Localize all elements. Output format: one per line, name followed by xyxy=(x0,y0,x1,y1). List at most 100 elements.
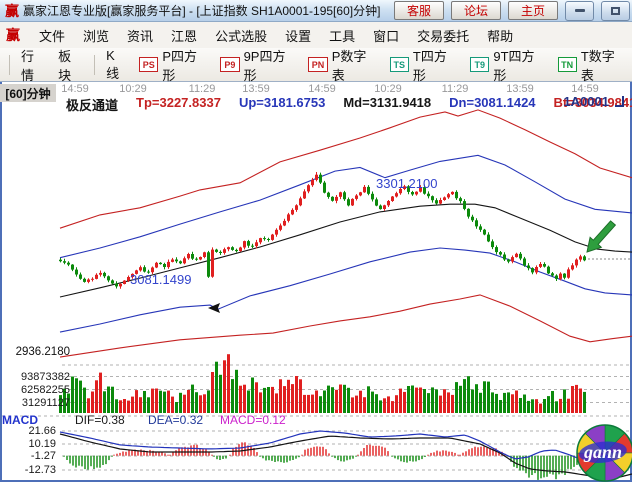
toolbar-item-label: 板块 xyxy=(58,48,72,83)
toolbar-items: 行情 板块 K线 PS P四方形 P9 9P四方形 PN P数字表 TS T四方形 T9 9T四方形 TN… xyxy=(0,43,632,146)
macd-histogram xyxy=(63,442,632,480)
indicator-value-3: Dn=3081.1424 xyxy=(449,95,536,110)
candlestick-series xyxy=(59,172,586,289)
minimize-icon xyxy=(574,9,585,12)
trough-price-annotation: 3081.1499 xyxy=(130,272,192,287)
forum-button[interactable]: 论坛 xyxy=(451,1,501,20)
macd-value-label: MACD=0.12 xyxy=(220,413,286,427)
menu-item-settings[interactable]: 设置 xyxy=(285,28,312,44)
time-tick: 13:59 xyxy=(506,83,534,95)
toolbar-item-label: 9T四方形 xyxy=(493,48,535,83)
price-bottom-scale: 2936.2180 xyxy=(15,346,70,358)
macd-pane-title: MACD xyxy=(2,413,38,427)
indicator-header: 极反通道 Tp=3227.8337 Up=3181.6753 Md=3131.941… xyxy=(66,95,632,114)
peak-price-annotation: 3301.2100 xyxy=(376,176,438,191)
symbol-label: 1A0001 xyxy=(563,94,624,109)
toolbar-item-t-table[interactable]: TN T数字表 xyxy=(552,43,632,87)
svg-text:gann: gann xyxy=(583,442,622,462)
volume-scale-label: 93873382 xyxy=(21,370,70,383)
maximize-button[interactable] xyxy=(601,0,630,21)
time-tick: 14:59 xyxy=(308,83,336,95)
toolbar-item-label: 9P四方形 xyxy=(243,48,286,83)
toolbar-item-kline[interactable]: K线 xyxy=(1,45,133,145)
toolbar-item-t-square[interactable]: TS T四方形 xyxy=(384,43,464,87)
time-tick: 10:29 xyxy=(119,83,147,95)
time-tick: 11:29 xyxy=(441,83,469,95)
toolbar-item-quote[interactable]: 行情 xyxy=(0,43,52,145)
dif-value-label: DIF=0.38 xyxy=(75,413,125,427)
menu-item-news[interactable]: 资讯 xyxy=(127,28,154,44)
titlebar-buttons: 客服 论坛 主页 xyxy=(394,0,630,21)
p-square-icon: PS xyxy=(139,57,159,72)
macd-line-dea xyxy=(59,433,632,479)
menu-item-file[interactable]: 文件 xyxy=(39,28,66,44)
menu-item-help[interactable]: 帮助 xyxy=(487,28,514,44)
channel-line-bt xyxy=(59,294,632,358)
menu-bar: 赢 文件 浏览 资讯 江恩 公式选股 设置 工具 窗口 交易委托 帮助 xyxy=(0,22,632,49)
indicator-value-0: Tp=3227.8337 xyxy=(136,95,221,110)
volume-scale-label: 31291127 xyxy=(21,396,70,409)
time-tick: 13:59 xyxy=(242,83,270,95)
app-logo-icon: 赢 xyxy=(5,2,19,19)
window-title: 赢家江恩专业版[赢家服务平台] - [上证指数 SH1A0001-195[60]… xyxy=(23,4,381,18)
indicator-value-1: Up=3181.6753 xyxy=(238,95,326,110)
toolbar-item-label: T四方形 xyxy=(412,48,447,83)
macd-scale-label: 10.19 xyxy=(28,438,56,450)
dea-value-label: DEA=0.32 xyxy=(148,413,204,427)
toolbar-item-9p-square[interactable]: P9 9P四方形 xyxy=(214,43,302,87)
toolbar-item-label: 行情 xyxy=(20,48,34,83)
indicator-value-2: Md=3131.9418 xyxy=(343,95,432,110)
menu-item-browse[interactable]: 浏览 xyxy=(83,28,110,44)
toolbar-separator xyxy=(94,54,96,75)
toolbar-item-label: P数字表 xyxy=(331,48,367,83)
home-button[interactable]: 主页 xyxy=(508,1,558,20)
menu-item-gann[interactable]: 江恩 xyxy=(171,28,198,44)
service-button[interactable]: 客服 xyxy=(394,1,444,20)
chart-canvas[interactable]: gann xyxy=(0,84,632,482)
9t-square-icon: T9 xyxy=(470,57,490,72)
header-quick-buttons: 客服 论坛 主页 xyxy=(394,1,558,20)
macd-scale-label: -1.27 xyxy=(30,450,56,462)
macd-scale-label: -12.73 xyxy=(24,464,56,476)
corner-restore-icon xyxy=(615,96,624,107)
time-tick: 14:59 xyxy=(571,83,599,95)
title-bar[interactable]: 赢 赢家江恩专业版[赢家服务平台] - [上证指数 SH1A0001-195[6… xyxy=(0,0,632,22)
toolbar: 行情 板块 K线 PS P四方形 P9 9P四方形 PN P数字表 TS T四方形 T9 9T四方形 TN… xyxy=(0,48,632,146)
toolbar-item-9t-square[interactable]: T9 9T四方形 xyxy=(464,43,551,87)
toolbar-separator xyxy=(9,54,10,75)
volume-series xyxy=(59,354,586,413)
channel-line-up xyxy=(59,154,632,259)
green-arrow-marker xyxy=(586,220,617,253)
time-tick: 10:29 xyxy=(374,83,402,95)
maximize-icon xyxy=(611,6,620,15)
minimize-button[interactable] xyxy=(565,0,594,21)
toolbar-item-label: P四方形 xyxy=(162,48,198,83)
channel-line-md xyxy=(59,203,632,298)
toolbar-item-p-square[interactable]: PS P四方形 xyxy=(133,43,214,87)
menu-item-tools[interactable]: 工具 xyxy=(329,28,356,44)
channel-line-tp xyxy=(59,109,632,229)
toolbar-item-sectors[interactable]: 板块 xyxy=(0,43,89,146)
gann-logo: gann xyxy=(576,424,632,482)
channel-line-dn xyxy=(59,247,632,333)
menu-item-window[interactable]: 窗口 xyxy=(373,28,400,44)
indicator-value-4: Bt=3034.9841 xyxy=(553,95,632,110)
indicator-values: Tp=3227.8337 Up=3181.6753 Md=3131.9418 Dn=3… xyxy=(136,95,632,114)
menu-item-trade[interactable]: 交易委托 xyxy=(417,28,470,44)
volume-scale-label: 62582255 xyxy=(21,383,70,396)
t-table-icon: TN xyxy=(557,57,577,72)
p-table-icon: PN xyxy=(308,57,328,72)
indicator-name: 极反通道 xyxy=(66,98,119,113)
menu-items: 文件 浏览 资讯 江恩 公式选股 设置 工具 窗口 交易委托 帮助 xyxy=(30,23,522,48)
9p-square-icon: P9 xyxy=(220,57,240,72)
menu-logo-icon: 赢 xyxy=(6,27,20,43)
macd-line-dif xyxy=(59,430,632,469)
time-tick: 14:59 xyxy=(61,83,89,95)
menu-item-formula[interactable]: 公式选股 xyxy=(215,28,268,44)
chart-region xyxy=(0,82,632,482)
period-label: [60]分钟 xyxy=(0,84,56,102)
t-square-icon: TS xyxy=(389,57,409,72)
toolbar-item-label: T数字表 xyxy=(580,48,615,83)
toolbar-item-p-table[interactable]: PN P数字表 xyxy=(302,43,383,87)
